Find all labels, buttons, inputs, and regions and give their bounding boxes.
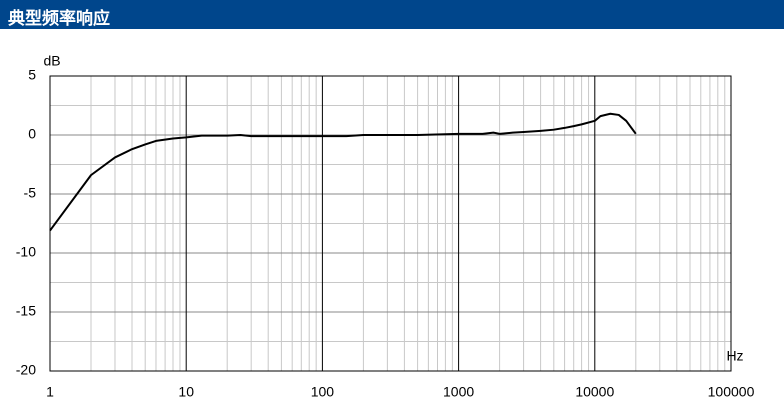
x-axis-label: Hz: [726, 348, 743, 364]
y-axis-label: dB: [43, 53, 60, 69]
x-tick-label: 10: [178, 384, 194, 400]
x-tick-label: 1000: [443, 384, 474, 400]
y-tick-label: -15: [16, 303, 36, 319]
y-tick-label: -10: [16, 244, 36, 260]
y-tick-label: -20: [16, 362, 36, 378]
plot-frame: [49, 75, 732, 372]
y-tick-label: 0: [28, 126, 36, 142]
header-bar: 典型频率响应: [0, 0, 784, 29]
y-tick-label: 5: [28, 67, 36, 83]
y-tick-label: -5: [24, 185, 37, 201]
x-tick-label: 100: [311, 384, 335, 400]
x-tick-label: 100000: [708, 384, 755, 400]
response-line: [49, 112, 637, 232]
x-tick-label: 1: [46, 384, 54, 400]
x-tick-label: 10000: [575, 384, 614, 400]
chart-title: 典型频率响应: [8, 9, 110, 29]
